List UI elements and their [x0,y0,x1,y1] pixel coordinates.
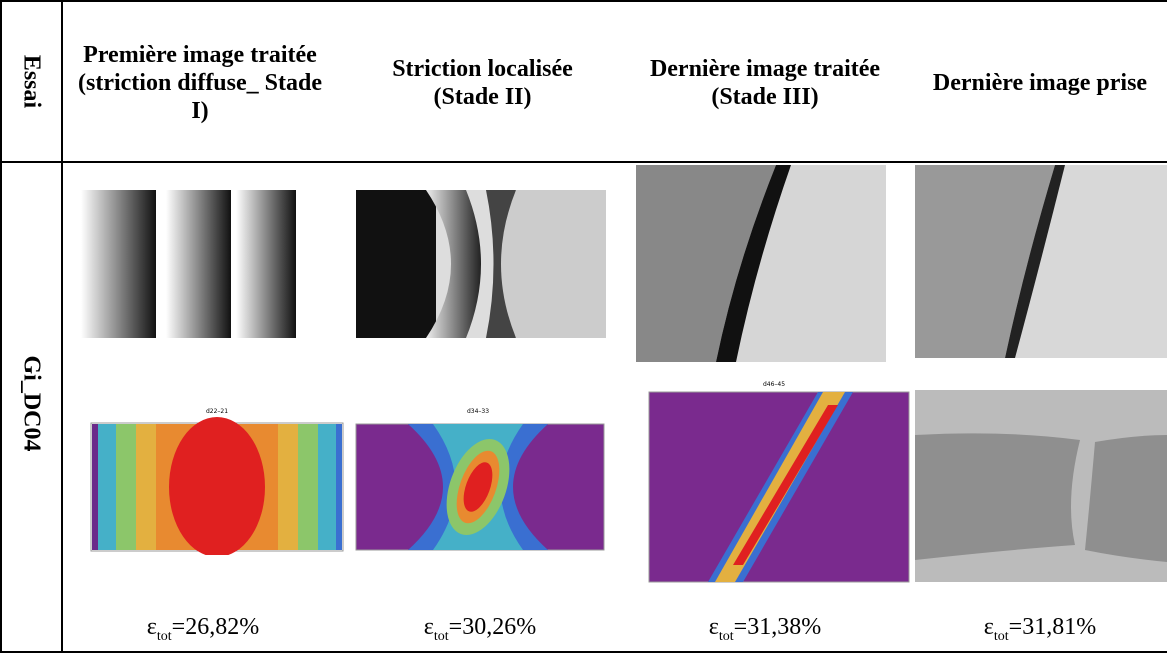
border [0,0,2,653]
contour-plot: d22–21 [90,408,344,555]
strain-label: εtot=31,81% [910,614,1167,645]
strain-label: εtot=26,82% [73,614,333,645]
dic-image [636,165,886,362]
border [0,0,1167,2]
strain-symbol: ε [983,614,994,640]
plot-title: d22–21 [206,408,228,415]
dic-image [356,190,606,338]
dic-image [76,190,302,338]
contour-plot: d46–45 [648,381,910,583]
column-header: Dernière image prise [932,69,1148,96]
strain-symbol: ε [708,614,719,640]
photo [915,390,1167,582]
strain-label: εtot=30,26% [350,614,610,645]
plot-title: d46–45 [763,381,785,388]
border [0,161,1167,163]
strain-sub: tot [718,628,734,644]
border [0,651,1167,653]
strain-label: εtot=31,38% [635,614,895,645]
strain-sub: tot [993,628,1009,644]
column-header: Dernière image traitée (Stade III) [649,55,881,110]
strain-sub: tot [433,628,449,644]
row-label: Gi_DC04 [18,355,45,452]
column-header: Striction localisée (Stade II) [392,55,573,110]
strain-value: =26,82% [171,614,260,640]
contour-plot: d34–33 [355,408,605,551]
dic-image [915,165,1167,358]
strain-value: =31,81% [1008,614,1097,640]
plot-title: d34–33 [467,408,489,415]
strain-sub: tot [156,628,172,644]
column-header: Première image traitée (striction diffus… [78,41,322,124]
strain-value: =31,38% [733,614,822,640]
border [61,0,63,653]
strain-symbol: ε [146,614,157,640]
row-header: Essai [18,54,45,109]
strain-symbol: ε [423,614,434,640]
strain-value: =30,26% [448,614,537,640]
